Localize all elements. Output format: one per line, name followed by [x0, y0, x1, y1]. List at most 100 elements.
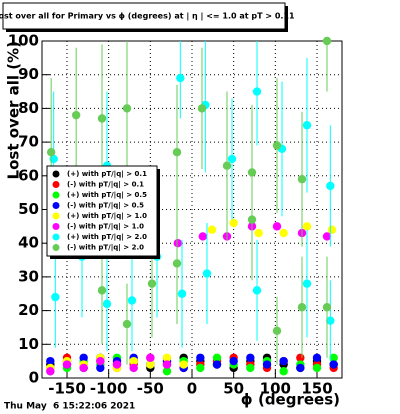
- data-point: [196, 353, 205, 362]
- legend-marker: [52, 170, 60, 178]
- data-point: [46, 367, 55, 376]
- legend-label: (+) with pT/|q| > 1.0: [67, 212, 147, 221]
- x-tick-label: 50: [223, 380, 244, 398]
- y-tick-label: 80: [18, 99, 39, 117]
- data-point: [246, 353, 255, 362]
- data-point: [247, 215, 257, 224]
- data-point: [302, 121, 312, 130]
- data-point: [129, 356, 138, 366]
- data-point: [146, 353, 155, 362]
- title-box: [2, 2, 286, 30]
- legend-marker: [52, 181, 60, 188]
- data-point: [279, 228, 288, 238]
- data-point: [222, 161, 232, 170]
- chart-title: Lost over all for Primary vs ϕ (degrees)…: [0, 12, 295, 21]
- data-point: [322, 36, 332, 46]
- data-point: [302, 222, 312, 231]
- data-point: [172, 148, 182, 157]
- legend-label: (-) with pT/|q| > 0.5: [67, 202, 144, 211]
- data-point: [96, 363, 105, 373]
- data-point: [79, 363, 88, 373]
- data-point: [162, 353, 172, 362]
- data-point: [172, 259, 182, 268]
- data-point: [122, 319, 132, 329]
- data-point: [51, 292, 60, 302]
- legend-label: (-) with pT/|q| > 1.0: [67, 223, 144, 232]
- data-point: [322, 232, 332, 241]
- data-point: [179, 360, 188, 369]
- data-point: [196, 363, 205, 373]
- data-point: [312, 353, 322, 362]
- y-tick-label: 0: [29, 369, 39, 387]
- data-point: [322, 303, 332, 312]
- legend-label: (-) with pT/|q| > 0.1: [67, 181, 144, 190]
- data-point: [326, 316, 335, 325]
- x-tick-label: -100: [90, 380, 128, 398]
- y-tick-label: 50: [18, 200, 39, 218]
- data-point: [129, 363, 138, 373]
- data-point: [329, 360, 338, 369]
- data-point: [272, 141, 282, 150]
- data-point: [176, 73, 185, 83]
- data-point: [177, 289, 187, 298]
- data-point: [272, 222, 282, 231]
- legend-marker: [52, 191, 60, 199]
- y-axis-label: Lost over all (%): [5, 41, 23, 179]
- data-point: [212, 360, 222, 369]
- data-point: [127, 296, 137, 305]
- data-point: [229, 356, 238, 366]
- data-point: [254, 228, 263, 238]
- y-tick-label: 100: [8, 32, 39, 50]
- data-point: [102, 299, 112, 309]
- data-point: [122, 104, 132, 113]
- x-tick-label: -150: [48, 380, 86, 398]
- data-point: [62, 360, 72, 369]
- data-point: [173, 239, 183, 248]
- data-point: [197, 104, 207, 113]
- data-point: [329, 353, 338, 362]
- legend-marker: [52, 244, 60, 251]
- legend-label: (+) with pT/|q| > 0.1: [67, 170, 147, 179]
- x-axis-label: ϕ (degrees): [241, 391, 340, 409]
- data-point: [46, 356, 55, 366]
- x-tick-label: 150: [301, 380, 332, 398]
- data-point: [246, 363, 255, 373]
- y-tick-label: 10: [18, 335, 39, 353]
- data-point: [326, 181, 335, 191]
- data-point: [212, 353, 222, 362]
- data-point: [96, 356, 105, 366]
- data-point: [327, 225, 337, 234]
- legend-label: (+) with pT/|q| > 0.5: [67, 191, 147, 200]
- data-point: [207, 225, 217, 234]
- data-point: [112, 360, 122, 369]
- legend-marker: [52, 202, 60, 209]
- data-point: [229, 218, 238, 228]
- data-point: [46, 148, 56, 157]
- x-tick-label: -50: [137, 380, 164, 398]
- data-point: [97, 114, 107, 123]
- legend-label: (-) with pT/|q| > 2.0: [67, 244, 144, 253]
- data-point: [312, 363, 322, 373]
- x-tick-label: 100: [260, 380, 291, 398]
- data-point: [302, 279, 312, 288]
- y-tick-label: 70: [18, 133, 39, 151]
- data-point: [227, 154, 237, 164]
- y-tick-label: 40: [18, 234, 39, 252]
- data-point: [279, 367, 288, 376]
- data-point: [202, 269, 212, 278]
- data-point: [147, 279, 157, 288]
- legend-marker: [52, 212, 60, 220]
- data-point: [162, 367, 172, 376]
- data-point: [198, 232, 208, 241]
- data-point: [297, 303, 307, 312]
- x-tick-label: 0: [187, 380, 197, 398]
- y-tick-label: 90: [18, 65, 39, 83]
- data-point: [296, 363, 305, 373]
- data-point: [79, 353, 88, 362]
- data-point: [279, 356, 288, 366]
- data-point: [262, 360, 272, 369]
- y-tick-label: 20: [18, 301, 39, 319]
- data-point: [71, 110, 81, 120]
